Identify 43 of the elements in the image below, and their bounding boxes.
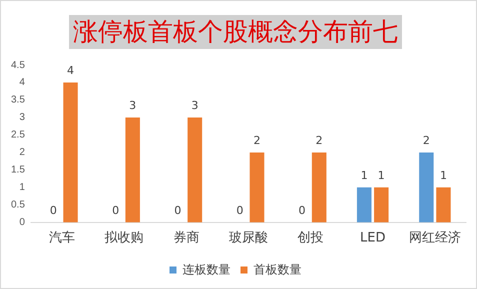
chart-title: 涨停板首板个股概念分布前七 [69,15,402,49]
legend-label: 首板数量 [254,262,302,276]
bar [125,117,140,222]
legend-label: 连板数量 [182,262,230,276]
bar [250,152,264,222]
data-label: 0 [112,204,120,217]
bar [436,187,451,222]
bar [63,82,78,222]
data-label: 0 [298,204,306,217]
y-tick-label: 1 [19,182,26,194]
y-tick-label: 1.5 [10,164,26,176]
x-tick-label: 创投 [298,230,324,246]
y-tick-label: 2.5 [10,130,26,141]
data-label: 3 [191,98,198,112]
y-tick-label: 0.5 [10,200,26,211]
data-label: 2 [253,134,260,147]
data-label: 0 [236,204,244,217]
data-label: 0 [174,204,182,217]
data-label: 1 [440,168,447,182]
x-tick-label: 券商 [173,230,200,246]
x-tick-label: 网红经济 [408,230,461,246]
data-label: 1 [378,168,385,182]
data-label: 3 [129,98,136,112]
bar [374,187,389,222]
bar [356,187,372,222]
bar [312,152,326,222]
x-tick-label: 玻尿酸 [228,230,268,246]
data-label: 1 [360,168,368,182]
bar [419,152,434,222]
data-label: 0 [50,204,57,217]
data-label: 2 [422,134,430,147]
y-tick-label: 4 [19,77,26,88]
y-tick-label: 0 [19,217,26,228]
y-tick-label: 4.5 [10,60,26,71]
y-tick-label: 3.5 [10,94,26,106]
y-tick-label: 2 [19,147,26,158]
data-label: 2 [316,134,323,147]
y-tick-label: 3 [19,112,26,124]
x-tick-label: 拟收购 [104,230,144,246]
x-tick-label: 汽车 [48,230,75,246]
bar [188,117,202,222]
x-tick-label: LED [360,230,386,246]
data-label: 4 [67,64,74,77]
